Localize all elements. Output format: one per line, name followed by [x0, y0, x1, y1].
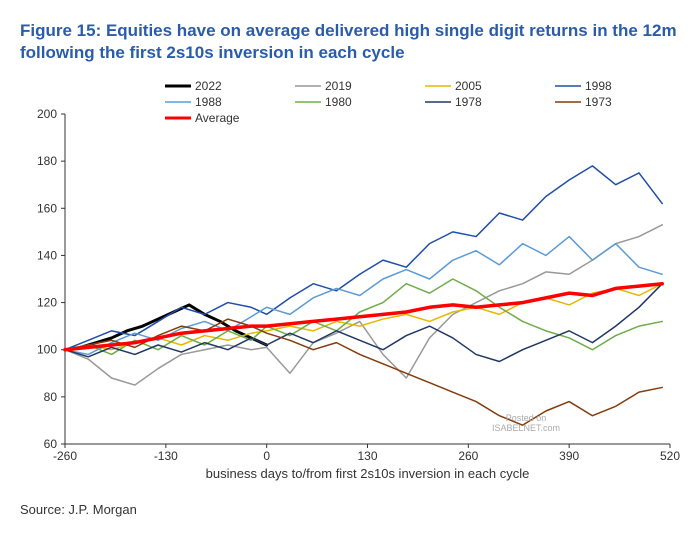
svg-text:260: 260 — [458, 449, 478, 463]
svg-text:520: 520 — [660, 449, 680, 463]
chart-title: Figure 15: Equities have on average deli… — [20, 20, 680, 64]
svg-text:1973: 1973 — [585, 95, 612, 109]
svg-text:120: 120 — [37, 296, 57, 310]
svg-text:200: 200 — [37, 107, 57, 121]
svg-text:Average: Average — [195, 111, 240, 125]
svg-text:0: 0 — [263, 449, 270, 463]
svg-text:1978: 1978 — [455, 95, 482, 109]
line-chart: 6080100120140160180200-260-1300130260390… — [20, 74, 680, 494]
svg-text:-260: -260 — [53, 449, 77, 463]
svg-text:160: 160 — [37, 201, 57, 215]
svg-text:1998: 1998 — [585, 79, 612, 93]
svg-text:390: 390 — [559, 449, 579, 463]
svg-text:-130: -130 — [154, 449, 178, 463]
source-attribution: Source: J.P. Morgan — [20, 502, 680, 517]
svg-text:140: 140 — [37, 249, 57, 263]
svg-text:1980: 1980 — [325, 95, 352, 109]
svg-text:business days to/from first 2s: business days to/from first 2s10s invers… — [206, 466, 530, 481]
svg-text:130: 130 — [357, 449, 377, 463]
chart-container: 6080100120140160180200-260-1300130260390… — [20, 74, 680, 494]
svg-text:80: 80 — [44, 390, 58, 404]
svg-text:2019: 2019 — [325, 79, 352, 93]
svg-text:1988: 1988 — [195, 95, 222, 109]
watermark: Posted on ISABELNET.com — [492, 414, 560, 434]
svg-text:2022: 2022 — [195, 79, 222, 93]
svg-text:180: 180 — [37, 154, 57, 168]
svg-text:2005: 2005 — [455, 79, 482, 93]
svg-text:100: 100 — [37, 343, 57, 357]
watermark-line2: ISABELNET.com — [492, 424, 560, 434]
